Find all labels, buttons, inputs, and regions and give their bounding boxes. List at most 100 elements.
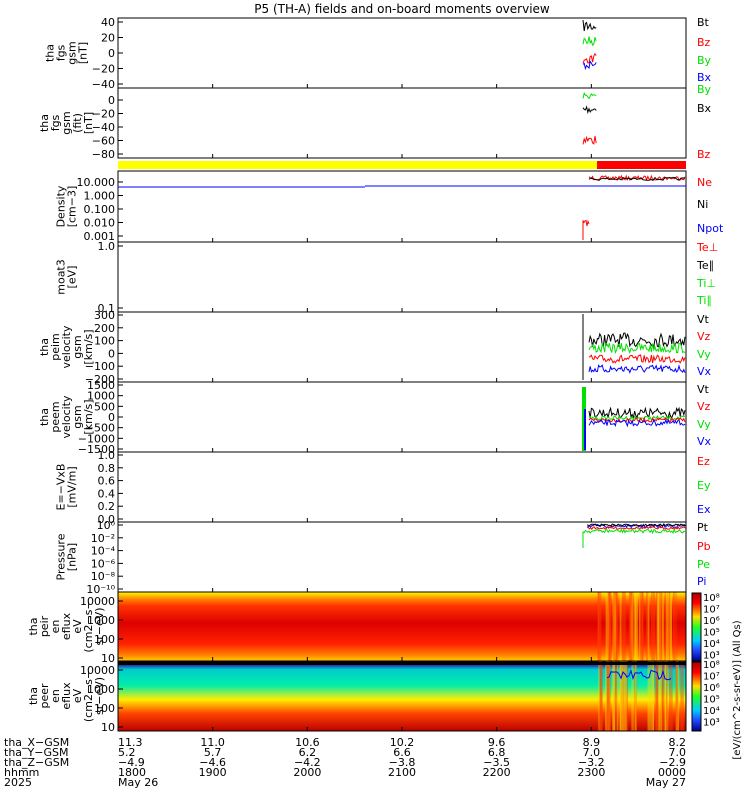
heatmap-streak [633,592,637,661]
heatmap-streak [651,592,652,661]
heatmap-streak [631,661,633,731]
y-axis-label: velocity [60,395,73,438]
y-axis-label: fgs [49,114,62,131]
colorbar-tick: 10⁷ [703,672,720,683]
heatmap-streak [614,661,618,731]
series-Vx [588,364,686,374]
legend-label: Vz [697,400,711,413]
y-tick-label: 100 [94,633,115,646]
y-tick-label: 500 [94,400,115,413]
series-Pe [582,527,685,548]
footer-row-label: tha_Z−GSM [4,756,69,769]
y-axis-label: sr−eV) [93,677,106,715]
y-tick-label: 0.001 [84,230,116,243]
legend-label: Vt [697,383,710,396]
plot-frame [117,521,687,593]
heatmap-streak [658,661,662,731]
footer-value: 7.0 [669,746,687,759]
y-tick-label: 0 [108,347,115,360]
legend-label: Npot [697,222,724,235]
heatmap-streak [661,661,665,731]
y-axis-label: tha [38,114,51,132]
y-axis-label: peer [38,683,51,709]
plot-frame [117,87,687,159]
plot-frame [117,451,687,523]
y-axis-label: Density [55,185,68,227]
legend-label: Bz [697,36,711,49]
y-axis-label: velocity [60,325,73,368]
footer-value: 1900 [199,766,227,779]
y-axis-label: [km/s] [82,399,95,434]
heatmap-streak [655,592,659,661]
y-axis-label: (cm2−s− [82,670,95,722]
heatmap-streak [665,661,668,731]
heatmap-streak [664,661,669,731]
colorbar-tick: 10⁸ [703,593,720,604]
heatmap-streak [673,592,675,661]
legend-label: Ez [697,455,710,468]
legend-label: Vz [697,330,711,343]
y-tick-label: 100 [94,335,115,348]
y-axis-label: fgs [55,44,68,61]
heatmap-streak [675,661,679,731]
series-Bz [582,135,597,145]
legend-label: Pt [697,521,709,534]
legend-label: By [697,83,712,96]
y-axis-label: gsm [60,111,73,134]
y-axis-label: gsm [71,335,84,358]
series-Vt [588,406,686,420]
legend-label: Bx [697,102,712,115]
heatmap-streak [619,661,624,731]
colorbar-tick: 10⁵ [703,628,720,639]
heatmap-streak [675,592,677,661]
heatmap-streak [639,592,643,661]
heatmap-streak [675,661,680,731]
y-tick-label: −40 [92,121,115,134]
y-axis-label: tha [44,44,57,62]
footer-value: 9.6 [488,736,506,749]
heatmap-streak [669,661,673,731]
heatmap-streak [630,592,632,661]
y-axis-label: Pressure [55,533,68,580]
footer-value: 8.2 [669,736,687,749]
heatmap-streak [612,661,615,731]
legend-label: Ti∥ [696,294,712,307]
panel-2 [118,161,686,169]
y-tick-label: 0.2 [98,500,116,513]
heatmap-streak [614,592,619,661]
heatmap-spectrogram [118,592,686,661]
y-tick-label: 0 [108,411,115,424]
y-axis-label: tha [38,408,51,426]
footer-row-label: tha_X−GSM [4,736,69,749]
heatmap-streak [619,661,622,731]
legend-label: Bt [697,16,710,29]
y-tick-label: 0 [108,94,115,107]
y-axis-label: [km/s] [82,329,95,364]
y-tick-label: 0.8 [98,462,116,475]
mode-bar-slow [118,161,597,169]
legend-label: Ne [697,176,712,189]
figure-title: P5 (TH-A) fields and on-board moments ov… [254,2,550,16]
y-axis-label: [nT] [77,42,90,64]
heatmap-streak [646,592,649,661]
series-Vz [588,354,686,364]
footer-value: 10.2 [390,736,415,749]
series-By [582,92,597,100]
heatmap-streak [647,661,651,731]
plot-frame [117,241,687,313]
series-Bz [582,52,597,64]
heatmap-streak [639,592,641,661]
legend-label: Vy [697,348,711,361]
y-tick-label: 10⁻⁸ [91,570,116,583]
heatmap-streak [654,661,658,731]
y-axis-label: moat3 [55,259,68,295]
y-axis-label: peem [49,401,62,432]
legend-label: Vx [697,435,712,448]
plot-frame [117,381,687,453]
series-Bt [582,19,597,32]
y-axis-label: eflux [60,612,73,640]
heatmap-streak [607,592,610,661]
series-Bx [582,60,597,71]
series-Ni [588,176,686,182]
